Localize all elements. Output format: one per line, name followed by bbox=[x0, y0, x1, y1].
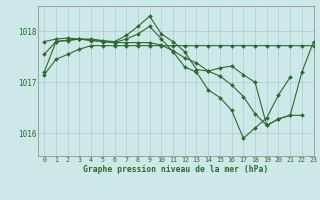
X-axis label: Graphe pression niveau de la mer (hPa): Graphe pression niveau de la mer (hPa) bbox=[84, 165, 268, 174]
